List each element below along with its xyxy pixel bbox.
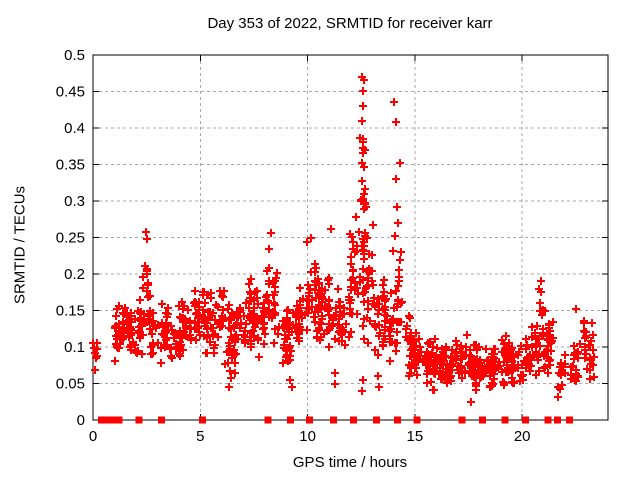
x-tick-label: 20 xyxy=(514,428,531,445)
x-tick-label: 15 xyxy=(407,428,424,445)
chart-title: Day 353 of 2022, SRMTID for receiver kar… xyxy=(207,15,493,32)
x-tick-label: 10 xyxy=(299,428,316,445)
scatter-plus-markers xyxy=(89,73,598,406)
y-tick-label: 0.3 xyxy=(64,193,85,210)
y-tick-label: 0 xyxy=(77,412,85,429)
y-tick-label: 0.35 xyxy=(56,157,85,174)
y-tick-label: 0.25 xyxy=(56,230,85,247)
x-tick-label: 5 xyxy=(196,428,204,445)
y-tick-label: 0.4 xyxy=(64,120,85,137)
zero-value-square-markers xyxy=(98,416,573,424)
x-axis-title: GPS time / hours xyxy=(292,454,408,471)
y-tick-label: 0.45 xyxy=(56,84,85,101)
y-tick-label: 0.05 xyxy=(56,376,85,393)
tick-labels: 0 0.05 0.1 0.15 0.2 0.25 0.3 0.35 0.4 0.45 0.5 0 5 10… xyxy=(56,47,531,445)
y-tick-label: 0.15 xyxy=(56,303,85,320)
x-tick-label: 0 xyxy=(89,428,97,445)
y-tick-label: 0.5 xyxy=(64,47,85,64)
y-tick-label: 0.1 xyxy=(64,339,85,356)
y-axis-title: SRMTID / TECUs xyxy=(11,185,29,305)
y-tick-label: 0.2 xyxy=(64,266,85,283)
